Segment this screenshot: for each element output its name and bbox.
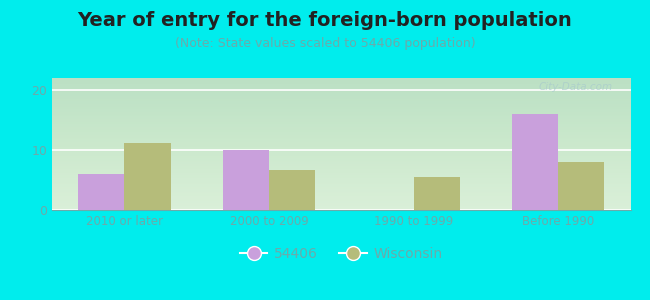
Text: (Note: State values scaled to 54406 population): (Note: State values scaled to 54406 popu… [175,38,475,50]
Bar [269,170,315,210]
Text: Year of entry for the foreign-born population: Year of entry for the foreign-born popul… [77,11,573,29]
Bar [124,143,170,210]
Bar [223,150,269,210]
Bar [413,177,460,210]
Legend: 54406, Wisconsin: 54406, Wisconsin [234,241,448,266]
Bar [78,174,124,210]
Bar [512,114,558,210]
Bar [558,162,605,210]
Text: City-Data.com: City-Data.com [539,82,613,92]
